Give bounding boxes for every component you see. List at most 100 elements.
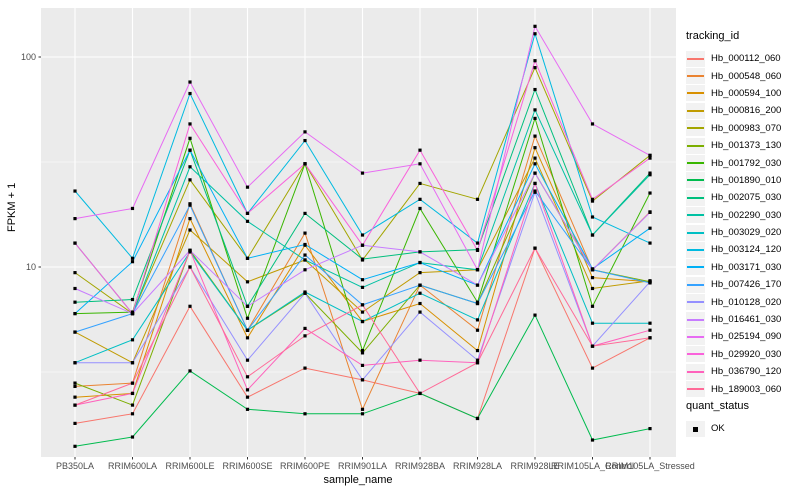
data-point xyxy=(245,185,250,189)
data-point xyxy=(73,271,77,275)
data-point xyxy=(130,297,135,302)
data-point xyxy=(245,219,250,223)
data-point xyxy=(73,286,77,291)
data-point xyxy=(73,444,77,448)
data-point xyxy=(475,318,480,322)
data-point xyxy=(648,427,652,431)
legend-item-label: Hb_003124_120 xyxy=(711,244,782,256)
data-point xyxy=(418,250,422,254)
data-point xyxy=(303,412,307,416)
data-point xyxy=(188,304,192,308)
legend-key-line-icon xyxy=(687,353,704,356)
data-point xyxy=(245,328,250,332)
legend-item-label: Hb_002290_030 xyxy=(711,209,782,221)
data-point xyxy=(303,291,307,295)
x-tick-label: RRIM105LA_Control xyxy=(551,461,634,471)
data-point xyxy=(130,403,135,407)
legend-item-label: Hb_003171_030 xyxy=(711,261,782,273)
x-tick-label: RRIM600PE xyxy=(280,461,330,471)
data-point xyxy=(130,435,135,439)
legend-item-label: Hb_002075_030 xyxy=(711,192,782,204)
legend-item: Hb_000594_100 xyxy=(686,85,798,102)
data-point xyxy=(533,24,537,28)
data-point xyxy=(590,344,595,348)
legend-key-swatch xyxy=(686,120,705,137)
data-point xyxy=(303,366,307,370)
data-point xyxy=(648,336,652,340)
legend-item: Hb_001373_130 xyxy=(686,137,798,154)
data-point xyxy=(648,156,652,160)
data-point xyxy=(245,375,250,379)
data-point xyxy=(303,326,307,331)
data-point xyxy=(648,173,652,177)
legend-key-line-icon xyxy=(687,127,704,130)
legend-item-label: Hb_029920_030 xyxy=(711,348,782,360)
legend-item: Hb_001792_030 xyxy=(686,154,798,172)
data-point xyxy=(418,181,422,186)
legend-key-line-icon xyxy=(687,248,704,251)
data-point xyxy=(418,358,422,362)
x-tick-label: RRIM901LA xyxy=(338,461,387,471)
legend-key-line-icon xyxy=(687,57,704,60)
data-point xyxy=(648,321,652,325)
data-point xyxy=(648,191,652,195)
data-point xyxy=(648,210,652,214)
legend-key-swatch xyxy=(686,68,705,85)
legend-quant-status: quant_status OK xyxy=(686,400,798,437)
data-point xyxy=(188,228,192,232)
x-tick-label: RRIM928LA xyxy=(453,461,502,471)
data-point xyxy=(533,190,537,194)
data-point xyxy=(303,268,307,272)
legend-key-swatch xyxy=(686,137,705,154)
data-point xyxy=(475,328,480,332)
data-point xyxy=(590,197,595,201)
data-point xyxy=(418,148,422,152)
data-point xyxy=(648,280,652,284)
data-point xyxy=(590,286,595,291)
data-point xyxy=(648,171,652,175)
data-point xyxy=(533,108,537,112)
legend-item: Hb_025194_090 xyxy=(686,328,798,345)
data-point xyxy=(73,241,77,245)
data-point xyxy=(475,241,480,245)
legend-item: Hb_000983_070 xyxy=(686,120,798,137)
data-point xyxy=(188,148,192,152)
data-point xyxy=(590,276,595,280)
legend-item: Hb_007426_170 xyxy=(686,276,798,293)
data-point xyxy=(360,351,365,355)
data-point xyxy=(475,268,480,272)
data-point xyxy=(360,363,365,367)
legend-key-line-icon xyxy=(687,266,704,269)
data-point xyxy=(73,300,77,304)
data-point xyxy=(418,162,422,166)
data-point xyxy=(590,438,595,442)
data-point xyxy=(130,260,135,264)
data-point xyxy=(590,122,595,126)
data-point xyxy=(590,215,595,219)
data-point xyxy=(475,348,480,353)
data-point xyxy=(648,226,652,230)
x-tick-label: PB350LA xyxy=(56,461,94,471)
legend-key-line-icon xyxy=(687,214,704,217)
legend-key-swatch xyxy=(686,172,705,189)
data-point xyxy=(475,283,480,287)
legend-key-swatch xyxy=(686,346,705,363)
legend-item-label: Hb_001890_010 xyxy=(711,174,782,186)
legend-key-line-icon xyxy=(687,335,704,338)
legend-key-line-icon xyxy=(687,75,704,78)
data-point xyxy=(360,278,365,282)
legend-title: quant_status xyxy=(686,400,749,412)
data-point xyxy=(360,407,365,411)
y-tick-label: 100 xyxy=(21,52,36,62)
data-point xyxy=(73,381,77,385)
data-point xyxy=(360,303,365,307)
data-point xyxy=(73,189,77,193)
data-point xyxy=(533,59,537,63)
x-tick-label: RRIM928BA xyxy=(395,461,445,471)
legend-key-swatch xyxy=(686,381,705,398)
legend-key-line-icon xyxy=(687,196,704,199)
data-point xyxy=(475,416,480,421)
data-point xyxy=(303,138,307,143)
